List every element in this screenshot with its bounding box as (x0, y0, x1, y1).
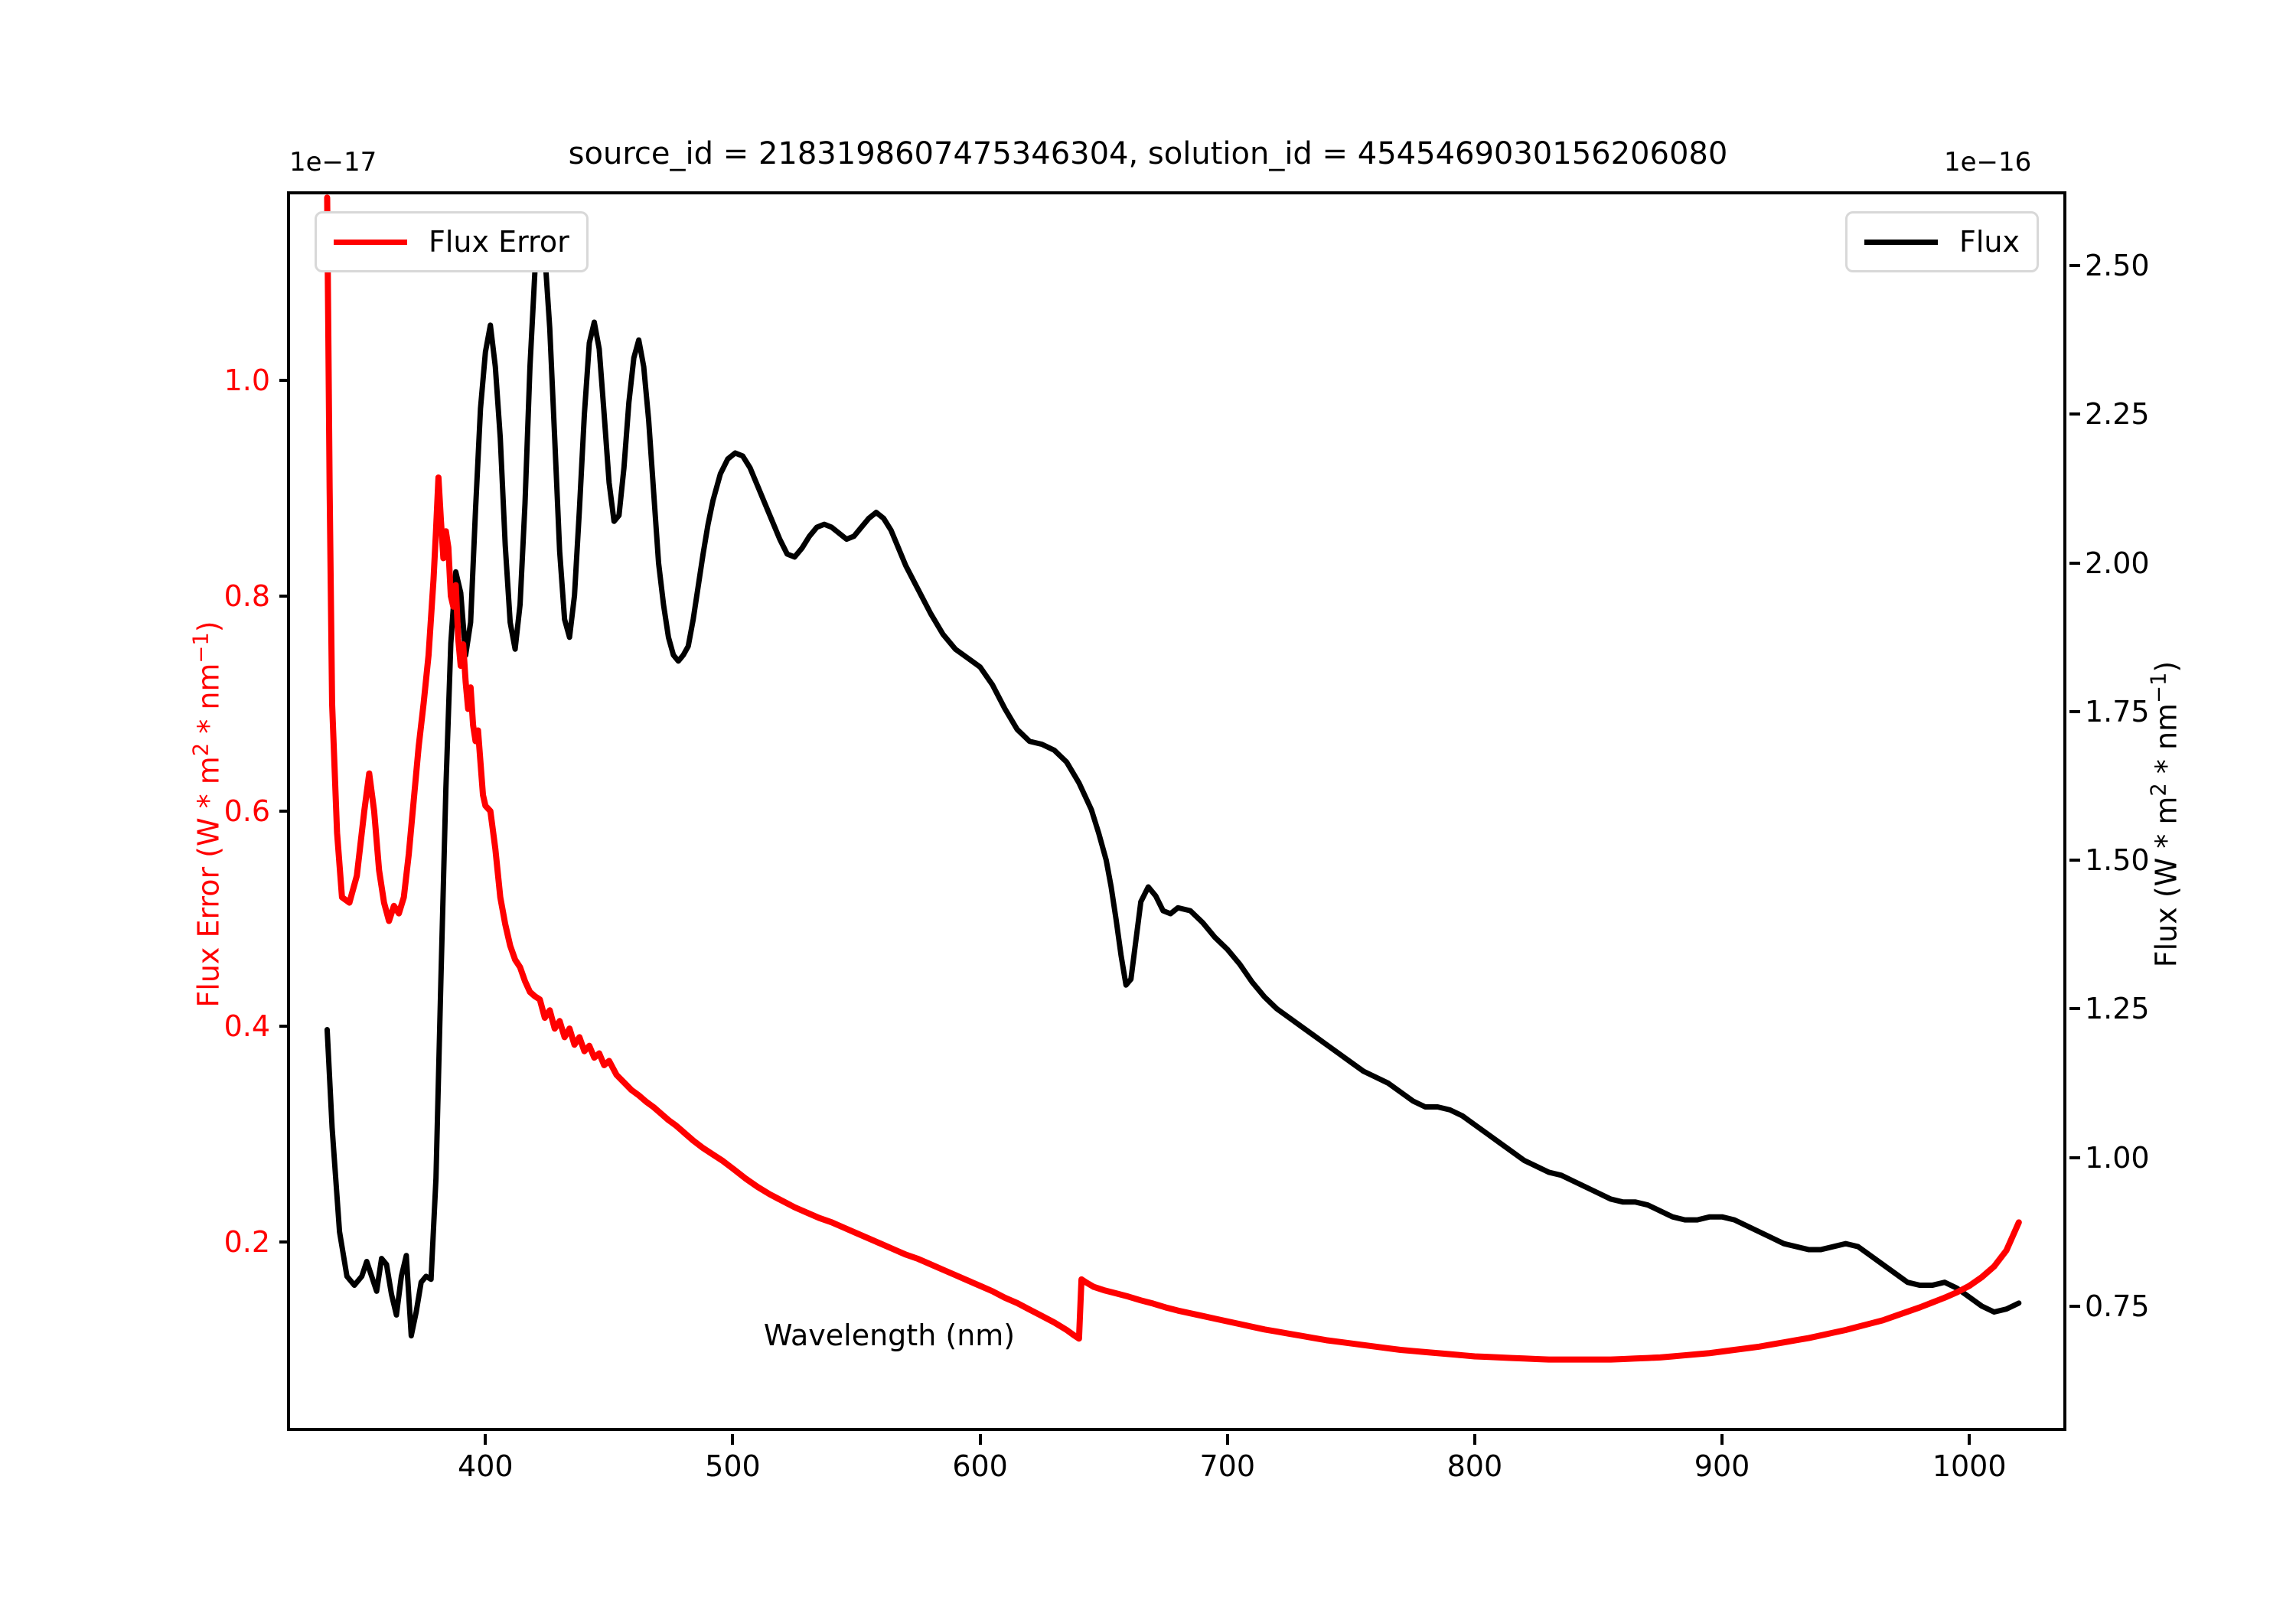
left-tick-label: 0.8 (223, 579, 270, 613)
left-tick-mark (279, 594, 290, 598)
flux-line (324, 230, 2022, 1339)
left-tick-label: 1.0 (223, 363, 270, 398)
left-tick-label: 0.6 (223, 794, 270, 828)
right-tick-mark (2069, 264, 2080, 268)
bottom-tick-label: 1000 (1932, 1449, 2007, 1483)
left-axis-title-suffix: ) (191, 621, 226, 633)
right-tick-label: 2.00 (2085, 546, 2150, 580)
bottom-tick-mark (731, 1434, 735, 1445)
right-tick-label: 1.75 (2085, 694, 2150, 729)
right-tick-label: 2.50 (2085, 249, 2150, 283)
right-tick-mark (2069, 1304, 2080, 1308)
right-axis-title-prefix: Flux (W * m (2149, 796, 2183, 968)
right-axis-exponent-label: 1e−16 (1944, 147, 2032, 178)
left-tick-label: 0.4 (223, 1009, 270, 1044)
right-tick-mark (2069, 1007, 2080, 1011)
right-tick-mark (2069, 561, 2080, 565)
left-tick-mark (279, 810, 290, 813)
right-tick-mark (2069, 859, 2080, 862)
right-tick-mark (2069, 1156, 2080, 1159)
bottom-tick-label: 400 (458, 1449, 514, 1483)
right-tick-label: 1.00 (2085, 1140, 2150, 1175)
bottom-tick-mark (978, 1434, 982, 1445)
left-axis-title-prefix: Flux Error (W * m (191, 756, 226, 1008)
left-axis-exponent-label: 1e−17 (289, 147, 377, 178)
bottom-tick-mark (1968, 1434, 1971, 1445)
right-tick-mark (2069, 709, 2080, 713)
bottom-tick-label: 800 (1446, 1449, 1503, 1483)
left-tick-mark (279, 1240, 290, 1244)
right-tick-label: 1.25 (2085, 992, 2150, 1026)
left-axis-title-sup2: −1 (189, 632, 214, 663)
x-axis-title: Wavelength (nm) (763, 1319, 1016, 1352)
right-axis-title-mid: * nm (2149, 702, 2183, 784)
right-axis-title-sup1: 2 (2147, 783, 2171, 797)
left-tick-mark (279, 379, 290, 383)
left-tick-label: 0.2 (223, 1224, 270, 1259)
figure-title: source_id = 2183198607475346304, solutio… (568, 136, 1728, 171)
right-tick-label: 0.75 (2085, 1289, 2150, 1323)
left-tick-mark (279, 1025, 290, 1028)
left-axis-title: Flux Error (W * m2 * nm−1) (190, 621, 226, 1007)
legend-line-icon-flux-error (334, 239, 407, 245)
right-tick-label: 1.50 (2085, 843, 2150, 878)
right-tick-mark (2069, 412, 2080, 416)
legend-label-flux-error: Flux Error (429, 225, 569, 259)
legend-flux[interactable]: Flux (1845, 211, 2039, 272)
bottom-tick-label: 600 (952, 1449, 1008, 1483)
right-axis-title-suffix: ) (2149, 660, 2183, 673)
left-axis-title-mid: * nm (191, 663, 226, 743)
bottom-tick-label: 500 (705, 1449, 761, 1483)
legend-label-flux: Flux (1959, 225, 2020, 259)
bottom-tick-mark (1720, 1434, 1724, 1445)
left-axis-title-sup1: 2 (189, 742, 214, 757)
right-axis-title: Flux (W * m2 * nm−1) (2148, 661, 2183, 968)
right-tick-label: 2.25 (2085, 397, 2150, 432)
right-axis-title-sup2: −1 (2147, 672, 2171, 703)
flux-error-line (324, 194, 2022, 1363)
plot-area: 0.2 0.4 0.6 0.8 1.0 0.75 1.00 1.25 1.50 1.75 2.00… (190, 191, 2183, 1483)
legend-line-icon-flux (1864, 239, 1938, 245)
spectrum-curves (324, 194, 2022, 1363)
legend-flux-error[interactable]: Flux Error (315, 211, 589, 272)
bottom-tick-mark (484, 1434, 488, 1445)
bottom-tick-label: 700 (1199, 1449, 1255, 1483)
bottom-tick-label: 900 (1694, 1449, 1750, 1483)
bottom-tick-mark (1473, 1434, 1476, 1445)
bottom-tick-mark (1225, 1434, 1229, 1445)
